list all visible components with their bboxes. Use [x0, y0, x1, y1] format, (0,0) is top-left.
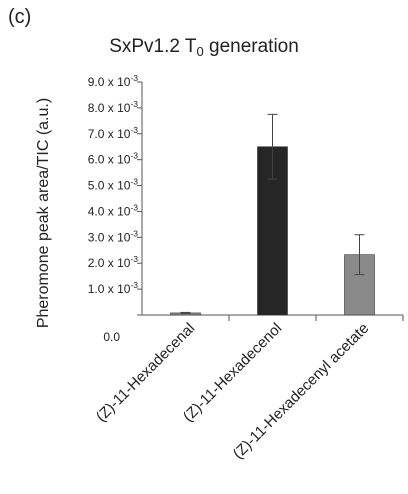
y-axis-label: Pheromone peak area/TIC (a.u.)	[35, 98, 52, 328]
y-tick-label: 8.0 x 10-3	[88, 99, 139, 115]
y-tick-label: 9.0 x 10-3	[88, 73, 139, 89]
x-category-labels: (Z)-11-Hexadecenal(Z)-11-Hexadecenol(Z)-…	[93, 320, 373, 463]
y-tick-label: 4.0 x 10-3	[88, 202, 139, 218]
y-tick-label: 5.0 x 10-3	[88, 177, 139, 193]
chart-title-main: SxPv1.2 T	[109, 36, 197, 57]
panel-label: (c)	[8, 6, 32, 28]
y-tick-labels: 0.0 1.0 x 10-3 2.0 x 10-3 3.0 x 10-3 4.0 x 1…	[88, 73, 139, 344]
chart-title-rest: generation	[203, 36, 299, 57]
y-tick-label: 1.0 x 10-3	[88, 280, 139, 296]
chart-title: SxPv1.2 T0 generation	[0, 36, 408, 59]
y-tick-label: 3.0 x 10-3	[88, 228, 139, 244]
bars	[170, 113, 375, 316]
y-tick-label: 7.0 x 10-3	[88, 125, 139, 141]
y-tick-label: 2.0 x 10-3	[88, 254, 139, 270]
y-tick-label: 6.0 x 10-3	[88, 151, 139, 167]
chart-title-subscript: 0	[196, 44, 204, 59]
y-tick-label: 0.0	[103, 330, 120, 344]
